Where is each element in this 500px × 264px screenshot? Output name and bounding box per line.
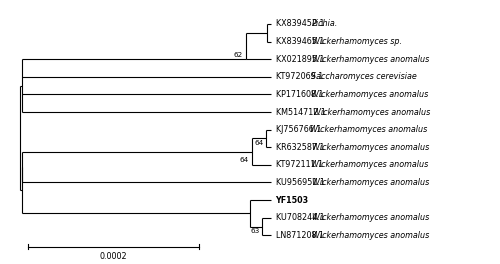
Text: KM514712.1: KM514712.1 [276, 107, 328, 116]
Text: Wickerhamomyces anomalus: Wickerhamomyces anomalus [312, 213, 430, 222]
Text: Wickerhamomyces anomalus: Wickerhamomyces anomalus [311, 160, 428, 169]
Text: Wickerhamomyces anomalus: Wickerhamomyces anomalus [312, 178, 430, 187]
Text: Wickerhamomyces anomalus: Wickerhamomyces anomalus [312, 231, 429, 240]
Text: KU956951.1: KU956951.1 [276, 178, 327, 187]
Text: Wickerhamomyces sp.: Wickerhamomyces sp. [312, 37, 402, 46]
Text: KU708244.1: KU708244.1 [276, 213, 326, 222]
Text: KX839452.1: KX839452.1 [276, 20, 326, 29]
Text: Wickerhamomyces anomalus: Wickerhamomyces anomalus [313, 107, 430, 116]
Text: KR632587.1: KR632587.1 [276, 143, 326, 152]
Text: Wickerhamomyces anomalus: Wickerhamomyces anomalus [312, 143, 429, 152]
Text: 64: 64 [240, 157, 249, 163]
Text: KP171608.1: KP171608.1 [276, 90, 326, 99]
Text: 62: 62 [234, 52, 243, 58]
Text: KT972111.1: KT972111.1 [276, 160, 325, 169]
Text: KX839465.1: KX839465.1 [276, 37, 326, 46]
Text: YF1503: YF1503 [276, 196, 308, 205]
Text: KX021895.1: KX021895.1 [276, 55, 326, 64]
Text: 0.0002: 0.0002 [100, 252, 128, 261]
Text: KJ756766.1: KJ756766.1 [276, 125, 324, 134]
Text: 63: 63 [250, 228, 260, 234]
Text: Wickerhamomyces anomalus: Wickerhamomyces anomalus [312, 55, 429, 64]
Text: Wickerhamomyces anomalus: Wickerhamomyces anomalus [312, 90, 428, 99]
Text: LN871208.1: LN871208.1 [276, 231, 326, 240]
Text: 64: 64 [254, 140, 264, 146]
Text: Wickerhamomyces anomalus: Wickerhamomyces anomalus [310, 125, 427, 134]
Text: Saccharomyces cerevisiae: Saccharomyces cerevisiae [311, 72, 417, 81]
Text: KT972069.1: KT972069.1 [276, 72, 326, 81]
Text: Pichia.: Pichia. [312, 20, 338, 29]
